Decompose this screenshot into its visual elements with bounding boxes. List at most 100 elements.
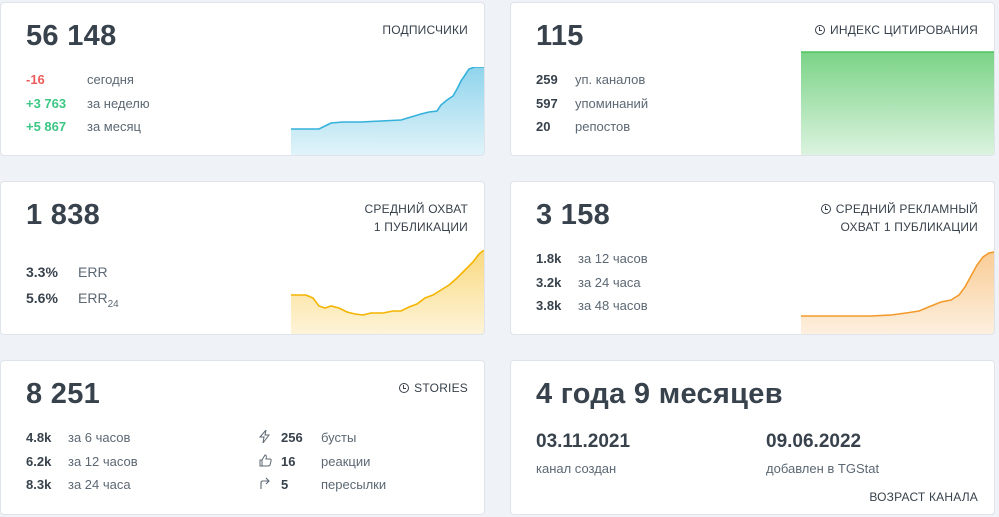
reach-card[interactable]: 1 838 СРЕДНИЙ ОХВАТ 1 ПУБЛИКАЦИИ 3.3% ER… [0,181,485,335]
subscribers-count: 56 148 [26,20,117,52]
stories-boosts-label: бусты [321,430,357,445]
reach-sparkline [291,250,484,334]
ad-reach-24h-value: 3.2k [536,275,562,290]
citation-reposts-value: 20 [536,119,551,134]
stories-12h-value: 6.2k [26,454,52,469]
subscribers-today-row: -16 сегодня [26,72,134,87]
ad-reach-sparkline-area [801,252,994,334]
stories-reactions-label: реакции [321,454,371,469]
stories-reactions-row: 16 реакции [259,454,370,470]
subscribers-month-label: за месяц [87,119,141,134]
channel-created-date: 03.11.2021 [536,431,631,452]
share-arrow-icon [259,477,273,493]
stories-24h-row: 8.3k за 24 часа [26,477,131,492]
reach-sparkline-line [291,250,484,316]
ad-reach-24h-row: 3.2k за 24 часа [536,275,641,290]
channel-added-block: 09.06.2022 добавлен в TGStat [766,431,879,476]
ad-reach-48h-row: 3.8k за 48 часов [536,298,648,313]
channel-added-label: добавлен в TGStat [766,461,880,476]
err-label: ERR [78,264,108,280]
stories-boosts-row: 256 бусты [258,428,357,446]
channel-age-card[interactable]: 4 года 9 месяцев 03.11.2021 канал создан… [510,360,995,515]
citation-channels-value: 259 [536,72,558,87]
reach-label-line1: СРЕДНИЙ ОХВАТ [364,202,468,216]
stories-reactions-value: 16 [281,454,296,469]
channel-created-label: канал создан [536,461,617,476]
citation-reposts-row: 20 репостов [536,119,630,134]
subscribers-sparkline-area [291,67,484,155]
ad-reach-12h-row: 1.8k за 12 часов [536,251,648,266]
citation-mentions-value: 597 [536,96,558,111]
reach-sparkline-area [291,250,484,334]
clock-icon [820,204,831,214]
citation-channels-label: уп. каналов [575,72,646,87]
clock-icon [815,25,826,35]
stories-forwards-row: 5 пересылки [259,477,386,493]
subscribers-today-label: сегодня [87,72,134,87]
thumbs-up-icon [259,454,273,470]
subscribers-week-label: за неделю [87,96,150,111]
subscribers-month-value: +5 867 [26,119,67,134]
err24-row: 5.6% ERR24 [26,290,119,310]
err24-label: ERR24 [78,290,119,310]
citation-mentions-label: упоминаний [575,96,649,111]
ad-reach-12h-value: 1.8k [536,251,562,266]
stories-24h-label: за 24 часа [68,477,131,492]
stories-card[interactable]: 8 251 STORIES 4.8k за 6 часов 6.2k за 12… [0,360,485,515]
citation-index-value: 115 [536,20,584,52]
channel-created-block: 03.11.2021 канал создан [536,431,630,476]
err-value: 3.3% [26,264,58,280]
subscribers-today-value: -16 [26,72,45,87]
stories-label-text: STORIES [414,381,468,395]
stories-label: STORIES [399,379,468,397]
ad-reach-48h-label: за 48 часов [578,298,648,313]
stories-6h-row: 4.8k за 6 часов [26,430,130,445]
lightning-icon [258,428,273,446]
citation-channels-row: 259 уп. каналов [536,72,645,87]
stories-6h-value: 4.8k [26,430,52,445]
ad-reach-48h-value: 3.8k [536,298,562,313]
ad-reach-card[interactable]: 3 158 СРЕДНИЙ РЕКЛАМНЫЙ ОХВАТ 1 ПУБЛИКАЦ… [510,181,995,335]
stories-value: 8 251 [26,378,101,410]
subscribers-week-row: +3 763 за неделю [26,96,150,111]
channel-age-label: ВОЗРАСТ КАНАЛА [869,490,978,504]
err24-label-sub: 24 [107,298,119,310]
clock-icon [399,383,410,393]
subscribers-sparkline-line [291,67,484,130]
err24-label-text: ERR [78,290,108,306]
citation-card[interactable]: 115 ИНДЕКС ЦИТИРОВАНИЯ 259 уп. каналов 5… [510,2,995,156]
err24-value: 5.6% [26,290,58,306]
citation-label-text: ИНДЕКС ЦИТИРОВАНИЯ [830,23,978,37]
subscribers-month-row: +5 867 за месяц [26,119,141,134]
citation-mentions-row: 597 упоминаний [536,96,648,111]
channel-added-date: 09.06.2022 [766,431,862,452]
ad-reach-label-line1: СРЕДНИЙ РЕКЛАМНЫЙ [835,202,978,216]
ad-reach-label: СРЕДНИЙ РЕКЛАМНЫЙ ОХВАТ 1 ПУБЛИКАЦИИ [820,200,978,236]
err-row: 3.3% ERR [26,264,108,280]
citation-sparkline [801,51,994,155]
ad-reach-sparkline [801,251,994,334]
ad-reach-label-line2: ОХВАТ 1 ПУБЛИКАЦИИ [840,220,978,234]
reach-label: СРЕДНИЙ ОХВАТ 1 ПУБЛИКАЦИИ [365,200,468,236]
subscribers-label: ПОДПИСЧИКИ [382,23,468,37]
stories-12h-label: за 12 часов [68,454,138,469]
citation-label: ИНДЕКС ЦИТИРОВАНИЯ [815,21,978,39]
citation-reposts-label: репостов [575,119,631,134]
reach-label-line2: 1 ПУБЛИКАЦИИ [373,220,468,234]
subscribers-week-value: +3 763 [26,96,67,111]
subscribers-card[interactable]: 56 148 ПОДПИСЧИКИ -16 сегодня +3 763 за … [0,2,485,156]
stories-forwards-value: 5 [281,477,289,492]
ad-reach-value: 3 158 [536,199,611,231]
channel-age-value: 4 года 9 месяцев [536,378,783,410]
subscribers-sparkline [291,67,484,155]
ad-reach-sparkline-line [801,251,994,317]
stories-24h-value: 8.3k [26,477,52,492]
stories-boosts-value: 256 [281,430,303,445]
stories-6h-label: за 6 часов [68,430,131,445]
stories-forwards-label: пересылки [321,477,387,492]
citation-sparkline-area [801,52,994,155]
stories-12h-row: 6.2k за 12 часов [26,454,138,469]
reach-value: 1 838 [26,199,101,231]
ad-reach-12h-label: за 12 часов [578,251,648,266]
ad-reach-24h-label: за 24 часа [578,275,641,290]
